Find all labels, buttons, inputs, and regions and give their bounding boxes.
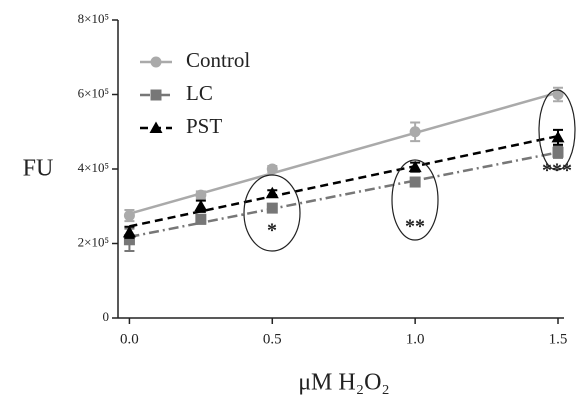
marker bbox=[195, 213, 207, 225]
annotation: *** bbox=[542, 160, 572, 182]
x-tick-label: 0.0 bbox=[120, 331, 139, 347]
y-axis-title: FU bbox=[23, 156, 54, 182]
marker bbox=[150, 56, 162, 68]
y-tick-label: 4×10⁵ bbox=[78, 160, 109, 175]
marker bbox=[409, 126, 421, 138]
y-tick-label: 6×10⁵ bbox=[78, 85, 109, 100]
marker bbox=[266, 202, 278, 214]
marker bbox=[552, 146, 564, 158]
trend-line bbox=[129, 151, 559, 239]
marker bbox=[123, 234, 135, 246]
marker bbox=[149, 121, 163, 133]
annotation: * bbox=[267, 220, 277, 242]
x-tick-label: 1.5 bbox=[549, 331, 568, 347]
marker bbox=[409, 176, 421, 188]
marker bbox=[123, 210, 135, 222]
marker bbox=[552, 89, 564, 100]
marker bbox=[265, 186, 279, 199]
x-tick-label: 0.5 bbox=[263, 331, 282, 347]
annotation-ellipse bbox=[391, 159, 439, 241]
annotation-ellipse bbox=[538, 89, 576, 171]
y-tick-label: 0 bbox=[103, 309, 110, 324]
legend-label: PST bbox=[186, 114, 222, 138]
legend-label: Control bbox=[186, 48, 250, 72]
trend-line bbox=[129, 91, 559, 215]
y-tick-label: 2×10⁵ bbox=[78, 234, 109, 249]
x-axis-title: μM H₂O₂ bbox=[298, 370, 390, 396]
marker bbox=[194, 199, 208, 212]
annotation-ellipse bbox=[243, 174, 301, 252]
legend-label: LC bbox=[186, 81, 213, 105]
x-tick-label: 1.0 bbox=[406, 331, 425, 347]
annotation: ** bbox=[405, 216, 425, 238]
marker bbox=[122, 225, 136, 238]
marker bbox=[408, 160, 422, 173]
y-tick-label: 8×10⁵ bbox=[78, 11, 109, 26]
marker bbox=[266, 163, 278, 175]
marker bbox=[551, 130, 565, 143]
trend-line bbox=[129, 134, 559, 228]
marker bbox=[195, 189, 207, 201]
marker bbox=[150, 89, 162, 101]
